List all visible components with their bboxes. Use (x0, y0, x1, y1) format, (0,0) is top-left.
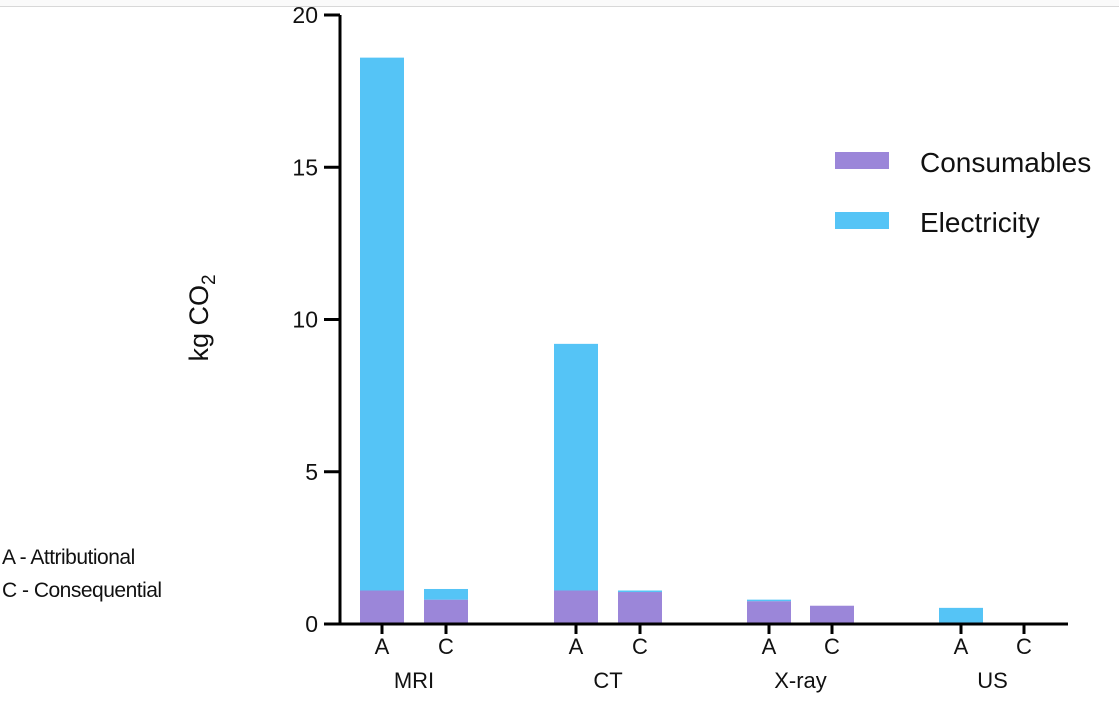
x-group-label: CT (593, 668, 622, 693)
note-consequential: C - Consequential (2, 579, 162, 602)
bar-ct-a-electricity (554, 343, 598, 591)
y-tick-label: 20 (292, 2, 318, 28)
x-group-label: X-ray (774, 668, 827, 693)
bars-layer (360, 57, 983, 624)
bar-ct-c-consumables (618, 592, 662, 624)
bar-x-ray-c-consumables (810, 605, 854, 624)
x-group-layer: MRI CT X-ray US (394, 668, 1008, 693)
bar-mri-a-consumables (360, 590, 404, 624)
x-category-label: C (824, 634, 840, 659)
legend-label-electricity: Electricity (920, 207, 1040, 238)
x-group-label: US (977, 668, 1008, 693)
bar-us-a-electricity (939, 607, 983, 623)
x-category-label: C (1016, 634, 1032, 659)
legend-label-consumables: Consumables (920, 147, 1091, 178)
x-category-label: C (632, 634, 648, 659)
bar-x-ray-a-consumables (747, 601, 791, 624)
legend-swatch-electricity (835, 212, 889, 229)
top-border (0, 0, 1119, 7)
x-group-label: MRI (394, 668, 434, 693)
y-tick-label: 10 (292, 307, 318, 333)
x-category-label: A (375, 634, 390, 659)
note-attributional: A - Attributional (2, 546, 135, 569)
x-category-label: C (438, 634, 454, 659)
bar-ct-a-consumables (554, 590, 598, 624)
bar-mri-c-consumables (424, 599, 468, 624)
y-axis-label-subscript: 2 (199, 274, 220, 285)
y-axis-label: kg CO2 (184, 274, 220, 361)
bar-ct-c-electricity (618, 590, 662, 593)
y-axis-label-main: kg CO (184, 285, 214, 362)
bar-x-ray-a-electricity (747, 599, 791, 602)
y-tick-label: 5 (305, 459, 318, 485)
method-note: A - Attributional C - Consequential (2, 546, 162, 602)
bar-mri-c-electricity (424, 588, 468, 600)
legend-swatch-consumables (835, 152, 889, 169)
legend: Consumables Electricity (835, 147, 1091, 238)
x-category-label: A (569, 634, 584, 659)
x-category-label: A (762, 634, 777, 659)
bar-mri-a-electricity (360, 57, 404, 591)
y-ticks-layer: 0 5 10 15 20 (292, 2, 340, 637)
y-tick-label: 0 (305, 611, 318, 637)
y-tick-label: 15 (292, 154, 318, 180)
x-category-label: A (954, 634, 969, 659)
